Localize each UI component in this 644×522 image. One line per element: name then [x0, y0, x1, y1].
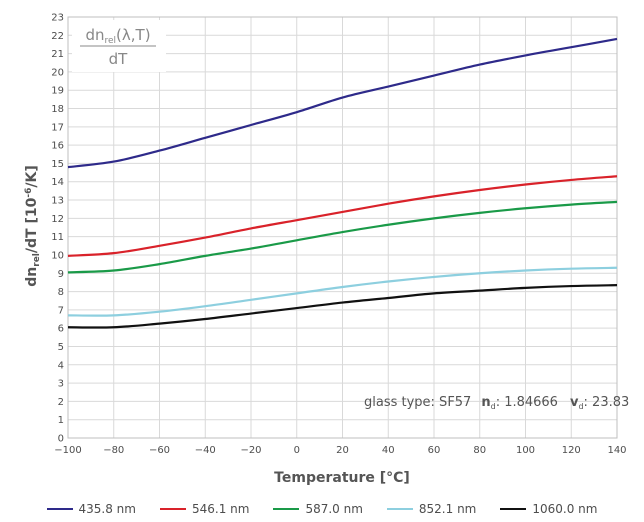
y-tick-label: 20: [51, 67, 64, 78]
plot-frame: [67, 16, 618, 439]
y-tick-label: 9: [58, 269, 64, 280]
x-tick-label: 80: [473, 445, 486, 456]
y-tick-label: 5: [58, 342, 64, 353]
y-tick-label: 22: [51, 31, 64, 42]
legend-item-0: 435.8 nm: [46, 500, 136, 518]
legend-label: 587.0 nm: [305, 502, 363, 516]
x-axis-title: Temperature [°C]: [274, 470, 410, 486]
x-tick-label: 120: [562, 445, 581, 456]
series-line-1: [67, 175, 618, 257]
y-tick-label: 4: [58, 360, 64, 371]
y-tick-label: 13: [51, 196, 64, 207]
x-tick-label: −20: [240, 445, 261, 456]
y-tick-label: 17: [51, 122, 64, 133]
y-tick-label: 21: [51, 49, 64, 60]
legend-item-1: 546.1 nm: [159, 500, 250, 518]
y-tick-label: 1: [58, 415, 64, 426]
y-tick-label: 10: [51, 250, 64, 261]
legend-swatch: [386, 508, 413, 510]
legend-swatch: [500, 508, 527, 510]
series-line-3: [67, 266, 618, 317]
x-tick-label: −60: [149, 445, 170, 456]
legend-item-2: 587.0 nm: [273, 500, 363, 518]
series-lines: [67, 37, 618, 329]
glass-annotation: glass type: SF57 nd: 1.84666 vd: 23.83: [364, 395, 629, 411]
y-tick-label: 15: [51, 159, 64, 170]
y-tick-label: 23: [51, 13, 64, 24]
y-tick-label: 16: [51, 141, 64, 152]
y-tick-label: 2: [58, 397, 64, 408]
x-tick-label: 100: [516, 445, 535, 456]
legend-swatch: [273, 508, 300, 510]
legend-label: 1060.0 nm: [532, 502, 598, 516]
y-tick-label: 19: [51, 86, 64, 97]
y-tick-label: 7: [58, 305, 64, 316]
y-tick-label: 12: [51, 214, 64, 225]
legend-swatch: [159, 508, 186, 510]
y-tick-label: 18: [51, 104, 64, 115]
y-tick-label: 3: [58, 379, 64, 390]
formula-denominator: dT: [109, 50, 129, 68]
y-tick-label: 11: [51, 232, 64, 243]
y-tick-label: 0: [58, 434, 64, 445]
legend-label: 546.1 nm: [191, 502, 250, 516]
x-tick-label: 20: [336, 445, 349, 456]
legend-item-3: 852.1 nm: [386, 500, 477, 518]
series-line-4: [67, 284, 618, 329]
series-line-2: [67, 200, 618, 274]
chart-legend: 435.8 nm 546.1 nm 587.0 nm 852.1 nm 1060.0 n…: [0, 500, 644, 518]
x-tick-label: 0: [294, 445, 300, 456]
x-tick-label: −40: [195, 445, 216, 456]
legend-label: 435.8 nm: [78, 502, 136, 516]
legend-swatch: [46, 508, 73, 510]
formula-numerator: dnrel(λ,T): [85, 26, 150, 46]
series-line-0: [67, 37, 618, 169]
x-tick-label: 40: [382, 445, 395, 456]
y-tick-label: 8: [58, 287, 64, 298]
y-tick-label: 6: [58, 324, 64, 335]
x-tick-label: −80: [103, 445, 124, 456]
y-axis-title: dnrel/dT [10-6/K]: [24, 165, 42, 286]
vertical-gridlines: [67, 17, 618, 438]
y-tick-label: 14: [51, 177, 64, 188]
x-tick-labels: −100 −80 −60 −40 −20 0 20 40 60 80 100 120 140: [54, 445, 626, 456]
x-tick-label: −100: [54, 445, 81, 456]
legend-label: 852.1 nm: [418, 502, 477, 516]
x-tick-label: 60: [428, 445, 441, 456]
legend-item-4: 1060.0 nm: [500, 500, 597, 518]
x-tick-label: 140: [607, 445, 626, 456]
